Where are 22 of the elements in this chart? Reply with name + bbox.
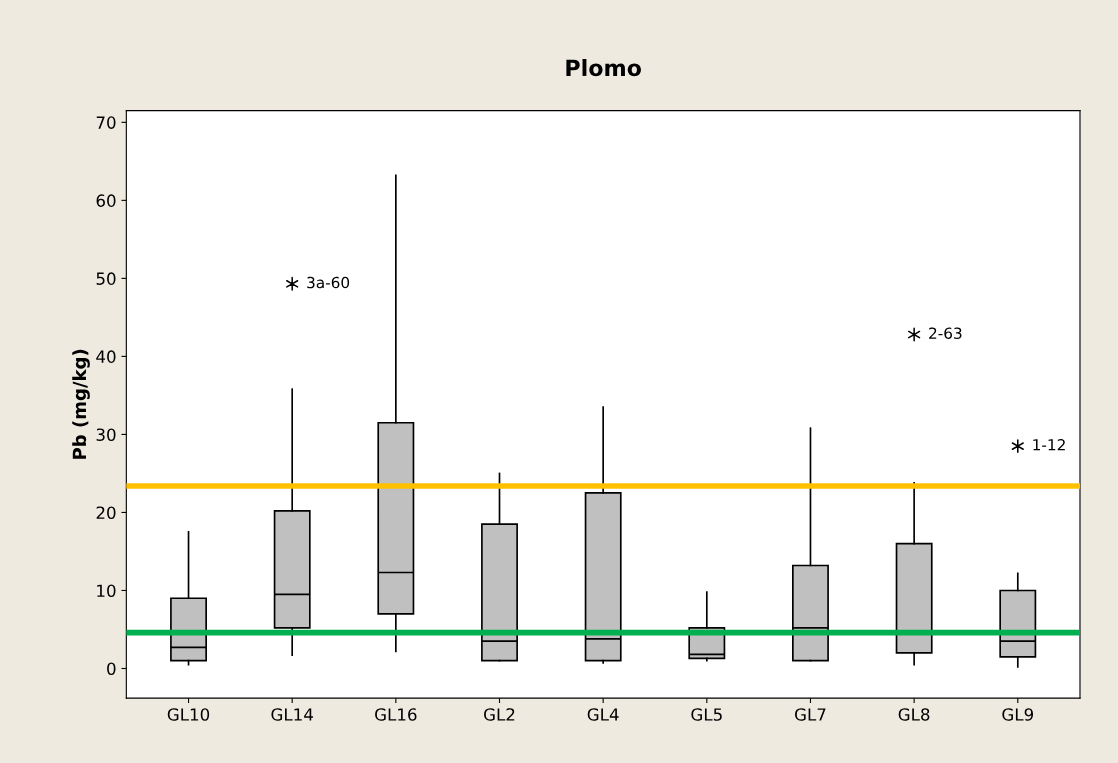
x-tick-label: GL10 bbox=[167, 708, 210, 721]
y-tick-label: 0 bbox=[107, 662, 116, 676]
x-tick-label: GL4 bbox=[587, 708, 619, 721]
x-tick-label: GL5 bbox=[691, 708, 722, 721]
x-tick-label: GL7 bbox=[795, 708, 826, 721]
chart-title: Plomo bbox=[566, 59, 641, 77]
y-tick-label: 40 bbox=[96, 350, 116, 363]
y-tick-label: 10 bbox=[97, 584, 116, 598]
x-tick-label: GL2 bbox=[484, 708, 515, 721]
x-tick-label: GL14 bbox=[271, 708, 313, 721]
y-tick-label: 70 bbox=[96, 116, 116, 129]
y-axis-title: Pb (mg/kg) bbox=[72, 349, 90, 459]
annotation: 1-12 bbox=[1033, 439, 1065, 451]
x-tick-label: GL16 bbox=[375, 708, 417, 721]
y-tick-label: 30 bbox=[96, 428, 116, 441]
y-tick-label: 50 bbox=[96, 272, 116, 285]
y-tick-label: 60 bbox=[96, 194, 116, 207]
x-tick-label: GL9 bbox=[1002, 708, 1034, 721]
annotation: 2-63 bbox=[929, 327, 962, 339]
annotation: 3a-60 bbox=[307, 276, 350, 289]
x-tick-label: GL8 bbox=[898, 708, 930, 721]
y-tick-label: 20 bbox=[96, 506, 116, 520]
